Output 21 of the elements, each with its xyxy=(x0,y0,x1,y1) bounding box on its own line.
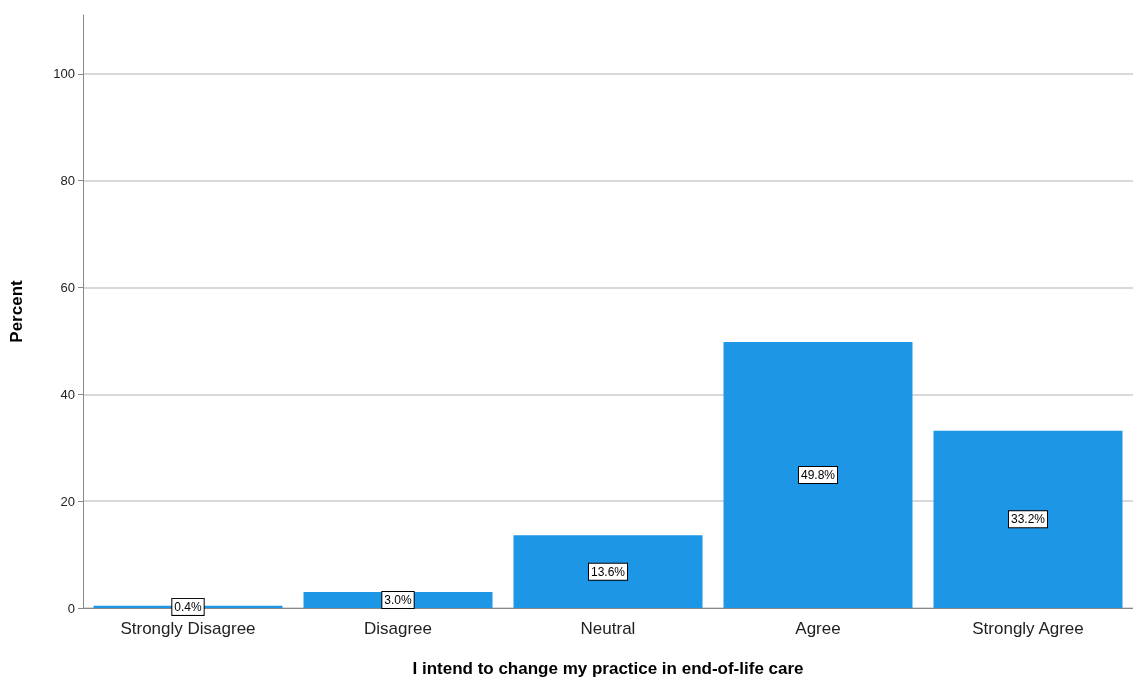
x-tick-label: Strongly Agree xyxy=(972,619,1084,638)
data-label: 3.0% xyxy=(384,592,412,607)
x-axis-title: I intend to change my practice in end-of-life care xyxy=(412,659,804,678)
y-tick-label: 20 xyxy=(60,493,75,509)
y-axis-title: Percent xyxy=(7,279,26,343)
y-tick-label: 0 xyxy=(67,600,75,616)
data-label: 33.2% xyxy=(1010,512,1046,527)
data-label: 49.8% xyxy=(800,467,836,482)
x-tick-label: Disagree xyxy=(363,619,433,638)
x-tick-label: Neutral xyxy=(580,619,636,638)
y-tick-label: 60 xyxy=(60,279,75,295)
bar xyxy=(933,430,1123,608)
data-label: 0.4% xyxy=(174,599,202,614)
y-tick-label: 100 xyxy=(53,66,75,82)
y-tick-label: 80 xyxy=(60,173,75,189)
bar xyxy=(723,341,913,608)
x-tick-label: Strongly Disagree xyxy=(120,619,256,638)
y-tick-label: 40 xyxy=(60,386,75,402)
bar xyxy=(513,535,703,608)
data-label: 13.6% xyxy=(590,564,626,579)
x-tick-label: Agree xyxy=(795,619,841,638)
